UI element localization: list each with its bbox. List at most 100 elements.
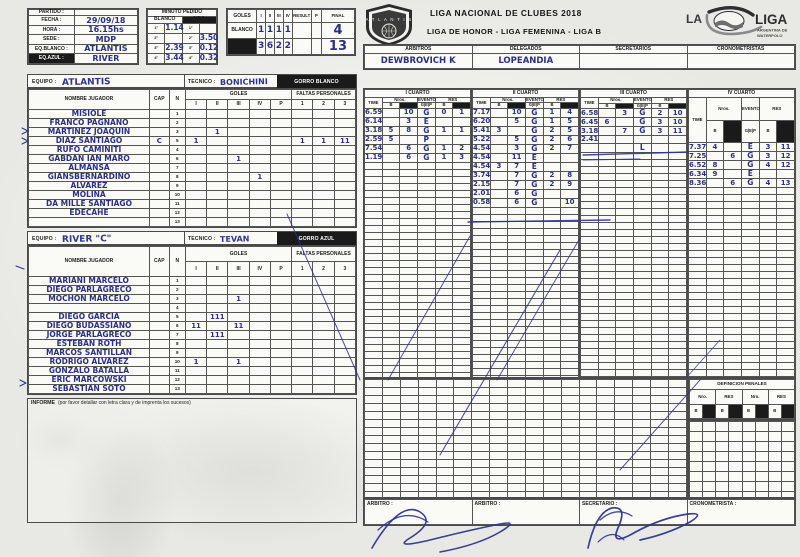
quarter-time[interactable] xyxy=(364,280,383,289)
quarter-num-a[interactable] xyxy=(723,142,742,152)
quarter-time[interactable] xyxy=(472,325,491,334)
quarter-res-a[interactable] xyxy=(452,308,471,317)
penalty-cell[interactable] xyxy=(715,421,730,432)
player-goal-mark[interactable] xyxy=(269,145,293,155)
quarter-evento[interactable] xyxy=(524,227,544,236)
player-goal-mark[interactable] xyxy=(184,217,208,227)
quarter-res-b[interactable] xyxy=(650,243,670,251)
player-foul-mark[interactable] xyxy=(333,208,357,218)
quarter-res-a[interactable]: 13 xyxy=(776,178,795,188)
overflow-cell[interactable] xyxy=(596,483,616,492)
overflow-cell[interactable] xyxy=(560,483,580,492)
quarter-res-a[interactable] xyxy=(560,227,579,236)
penalty-cell[interactable] xyxy=(741,481,756,492)
quarter-evento[interactable] xyxy=(416,357,436,366)
quarter-num-a[interactable] xyxy=(399,322,418,331)
player-cap[interactable] xyxy=(148,109,170,119)
quarter-time[interactable] xyxy=(580,166,599,174)
penalty-cell[interactable] xyxy=(688,481,704,492)
quarter-time[interactable] xyxy=(580,271,599,279)
quarter-num-a[interactable] xyxy=(615,208,634,216)
quarter-evento[interactable] xyxy=(632,215,652,223)
quarter-res-a[interactable] xyxy=(668,341,687,349)
quarter-evento[interactable] xyxy=(416,364,436,373)
overflow-cell[interactable] xyxy=(364,411,383,420)
player-goal-mark[interactable] xyxy=(206,375,229,385)
overflow-cell[interactable] xyxy=(560,443,580,452)
quarter-evento[interactable] xyxy=(632,229,652,237)
player-goal-mark[interactable] xyxy=(184,375,208,385)
overflow-cell[interactable] xyxy=(542,419,562,428)
quarter-num-a[interactable] xyxy=(399,280,418,289)
overflow-cell[interactable] xyxy=(364,427,383,436)
quarter-num-b[interactable] xyxy=(597,201,617,209)
quarter-res-a[interactable]: 8 xyxy=(560,170,579,181)
quarter-num-b[interactable] xyxy=(597,187,617,195)
quarter-evento[interactable] xyxy=(524,290,544,299)
quarter-res-a[interactable] xyxy=(560,269,579,278)
quarter-res-a[interactable] xyxy=(668,236,687,244)
overflow-cell[interactable] xyxy=(632,435,651,444)
quarter-time[interactable] xyxy=(472,353,491,362)
player-goal-mark[interactable] xyxy=(206,163,229,173)
quarter-evento[interactable]: G xyxy=(416,152,436,163)
overflow-cell[interactable] xyxy=(667,467,688,476)
quarter-evento[interactable] xyxy=(416,238,436,247)
quarter-evento[interactable] xyxy=(524,304,544,313)
quarter-num-b[interactable] xyxy=(597,236,617,244)
quarter-num-a[interactable] xyxy=(615,250,634,258)
player-foul-mark[interactable] xyxy=(312,217,335,227)
player-goal-mark[interactable] xyxy=(206,208,229,218)
penalty-cell[interactable] xyxy=(754,441,769,452)
quarter-res-a[interactable] xyxy=(452,336,471,345)
quarter-evento[interactable] xyxy=(524,206,544,215)
quarter-num-b[interactable] xyxy=(705,292,725,300)
quarter-time[interactable] xyxy=(364,196,383,205)
overflow-cell[interactable] xyxy=(524,483,544,492)
player-cap[interactable] xyxy=(148,208,170,218)
penalty-cell[interactable] xyxy=(702,441,717,452)
quarter-time[interactable] xyxy=(580,159,599,167)
quarter-num-b[interactable] xyxy=(489,107,509,118)
quarter-evento[interactable] xyxy=(524,241,544,250)
quarter-evento[interactable] xyxy=(740,341,760,349)
quarter-num-a[interactable] xyxy=(723,208,742,216)
quarter-num-a[interactable] xyxy=(399,182,418,191)
overflow-cell[interactable] xyxy=(650,467,669,476)
quarter-res-a[interactable] xyxy=(560,276,579,285)
overflow-cell[interactable] xyxy=(435,467,455,476)
quarter-num-a[interactable] xyxy=(723,355,742,363)
quarter-num-a[interactable] xyxy=(723,222,742,230)
quarter-num-a[interactable] xyxy=(615,271,634,279)
overflow-cell[interactable] xyxy=(435,483,455,492)
quarter-num-b[interactable] xyxy=(489,134,509,145)
quarter-num-b[interactable] xyxy=(705,306,725,314)
quarter-num-b[interactable] xyxy=(489,188,509,199)
quarter-res-a[interactable] xyxy=(776,369,795,377)
signature-field-1[interactable]: ARBITRO : xyxy=(471,499,580,525)
overflow-cell[interactable] xyxy=(632,459,651,468)
quarter-evento[interactable] xyxy=(632,208,652,216)
overflow-cell[interactable] xyxy=(417,387,437,396)
quarter-num-a[interactable] xyxy=(507,332,526,341)
player-goal-mark[interactable] xyxy=(269,163,293,173)
player-cap[interactable] xyxy=(148,357,170,367)
player-goal-mark[interactable] xyxy=(206,217,229,227)
quarter-res-b[interactable]: 3 xyxy=(650,126,670,136)
overflow-cell[interactable] xyxy=(614,483,634,492)
quarter-res-b[interactable] xyxy=(434,357,454,366)
quarter-num-a[interactable] xyxy=(507,220,526,229)
penalty-cell[interactable] xyxy=(728,431,743,442)
quarter-time[interactable] xyxy=(472,255,491,264)
quarter-time[interactable] xyxy=(472,262,491,271)
quarter-num-b[interactable] xyxy=(597,135,617,144)
player-foul-mark[interactable] xyxy=(291,109,314,119)
quarter-evento[interactable] xyxy=(416,322,436,331)
player-foul-mark[interactable] xyxy=(291,330,314,340)
quarter-num-a[interactable]: 6 xyxy=(507,188,526,199)
quarter-res-a[interactable] xyxy=(668,257,687,265)
quarter-res-a[interactable] xyxy=(668,215,687,223)
quarter-evento[interactable] xyxy=(416,161,436,170)
quarter-res-a[interactable] xyxy=(668,327,687,335)
quarter-res-a[interactable] xyxy=(668,278,687,286)
